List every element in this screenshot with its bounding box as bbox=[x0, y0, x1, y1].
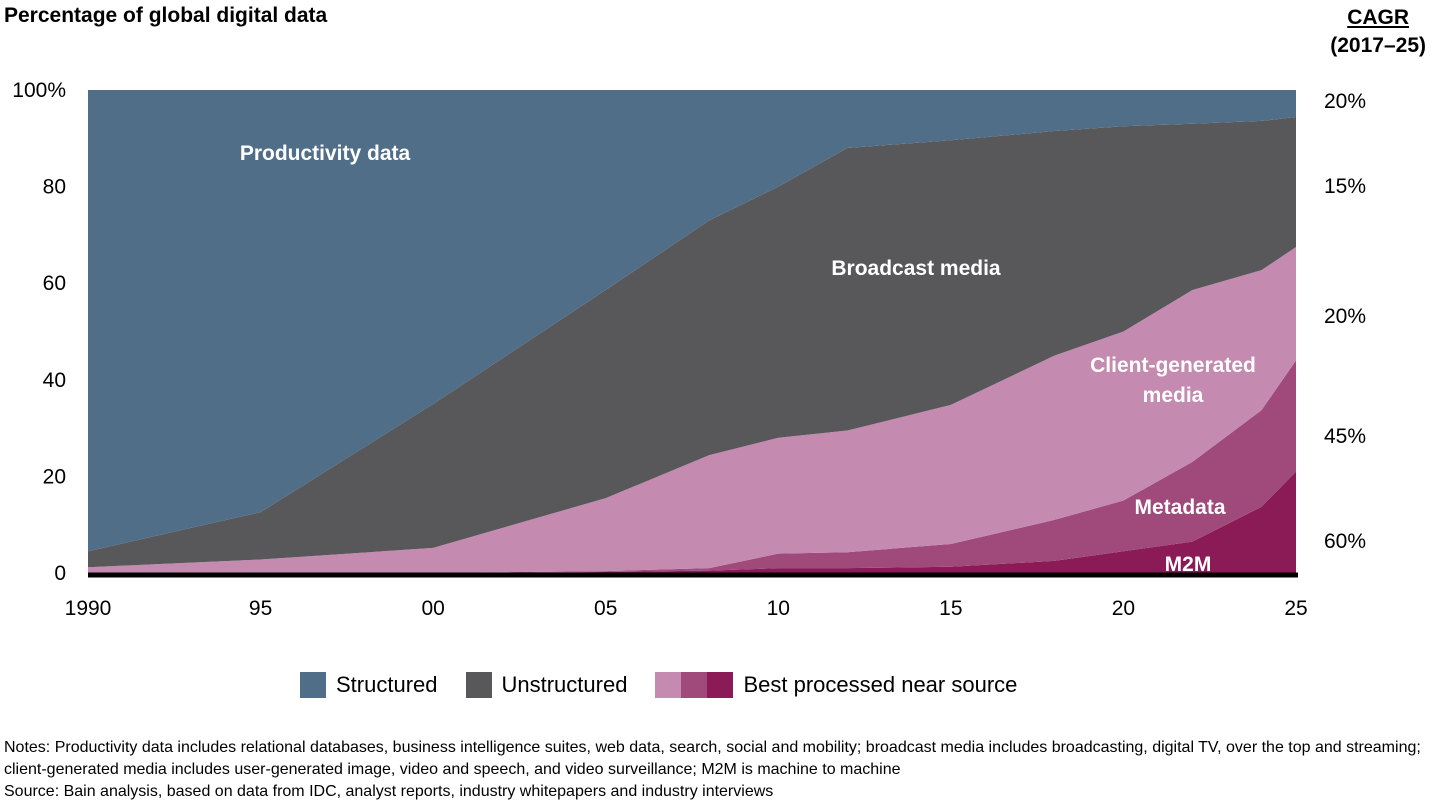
area-productivity-data bbox=[88, 90, 1296, 552]
series-label: Broadcast media bbox=[831, 257, 1001, 280]
area-broadcast-media bbox=[88, 117, 1296, 568]
x-tick-label: 15 bbox=[939, 597, 962, 620]
legend-swatch bbox=[465, 672, 492, 698]
legend-swatch bbox=[707, 672, 734, 698]
series-label: media bbox=[1143, 384, 1204, 407]
x-tick-label: 25 bbox=[1284, 597, 1307, 620]
cagr-label: 60% bbox=[1324, 530, 1366, 553]
chart-title: Percentage of global digital data bbox=[4, 4, 328, 27]
cagr-label: 20% bbox=[1324, 90, 1366, 113]
x-tick-label: 1990 bbox=[65, 597, 112, 620]
cagr-label: 20% bbox=[1324, 305, 1366, 328]
legend-swatch bbox=[300, 672, 326, 698]
cagr-header: CAGR (2017–25) bbox=[1330, 4, 1426, 60]
legend-item: Best processed near source bbox=[655, 672, 1017, 698]
y-tick-label: 0 bbox=[54, 562, 66, 585]
legend-item: Unstructured bbox=[465, 672, 628, 698]
stacked-area-chart: 1990 95 00 05 10 15 20 25 0 20 40 60 80 100% M2M Metada… bbox=[12, 79, 1366, 620]
legend-item: Structured bbox=[300, 672, 438, 698]
legend-swatch bbox=[681, 672, 708, 698]
series-label: Client-generated bbox=[1090, 354, 1256, 377]
y-tick-label: 60 bbox=[43, 272, 66, 295]
cagr-header-line1: CAGR bbox=[1347, 6, 1410, 29]
y-tick-label: 100% bbox=[12, 79, 66, 102]
cagr-header-line2: (2017–25) bbox=[1330, 34, 1426, 57]
legend-label: Structured bbox=[336, 672, 438, 697]
x-tick-label: 20 bbox=[1112, 597, 1135, 620]
x-tick-label: 95 bbox=[249, 597, 272, 620]
legend-swatch bbox=[655, 672, 682, 698]
series-label: Metadata bbox=[1134, 496, 1225, 519]
notes-block: Notes: Productivity data includes relati… bbox=[4, 737, 1440, 803]
legend-label: Best processed near source bbox=[743, 672, 1018, 697]
x-tick-label: 00 bbox=[421, 597, 444, 620]
series-label: Productivity data bbox=[240, 142, 411, 165]
source-text: Source: Bain analysis, based on data fro… bbox=[4, 783, 774, 800]
area-client-generated-media bbox=[88, 246, 1296, 573]
legend: Structured Unstructured Best processed nea… bbox=[300, 672, 1045, 698]
cagr-label: 45% bbox=[1324, 425, 1366, 448]
legend-label: Unstructured bbox=[501, 672, 628, 697]
y-tick-label: 40 bbox=[43, 369, 66, 392]
y-tick-label: 20 bbox=[43, 465, 66, 488]
x-tick-label: 10 bbox=[767, 597, 790, 620]
y-tick-label: 80 bbox=[43, 176, 66, 199]
notes-text: Notes: Productivity data includes relati… bbox=[4, 739, 1421, 778]
cagr-label: 15% bbox=[1324, 175, 1366, 198]
x-tick-label: 05 bbox=[594, 597, 617, 620]
area-m2m bbox=[88, 471, 1296, 573]
series-label: M2M bbox=[1165, 553, 1212, 576]
